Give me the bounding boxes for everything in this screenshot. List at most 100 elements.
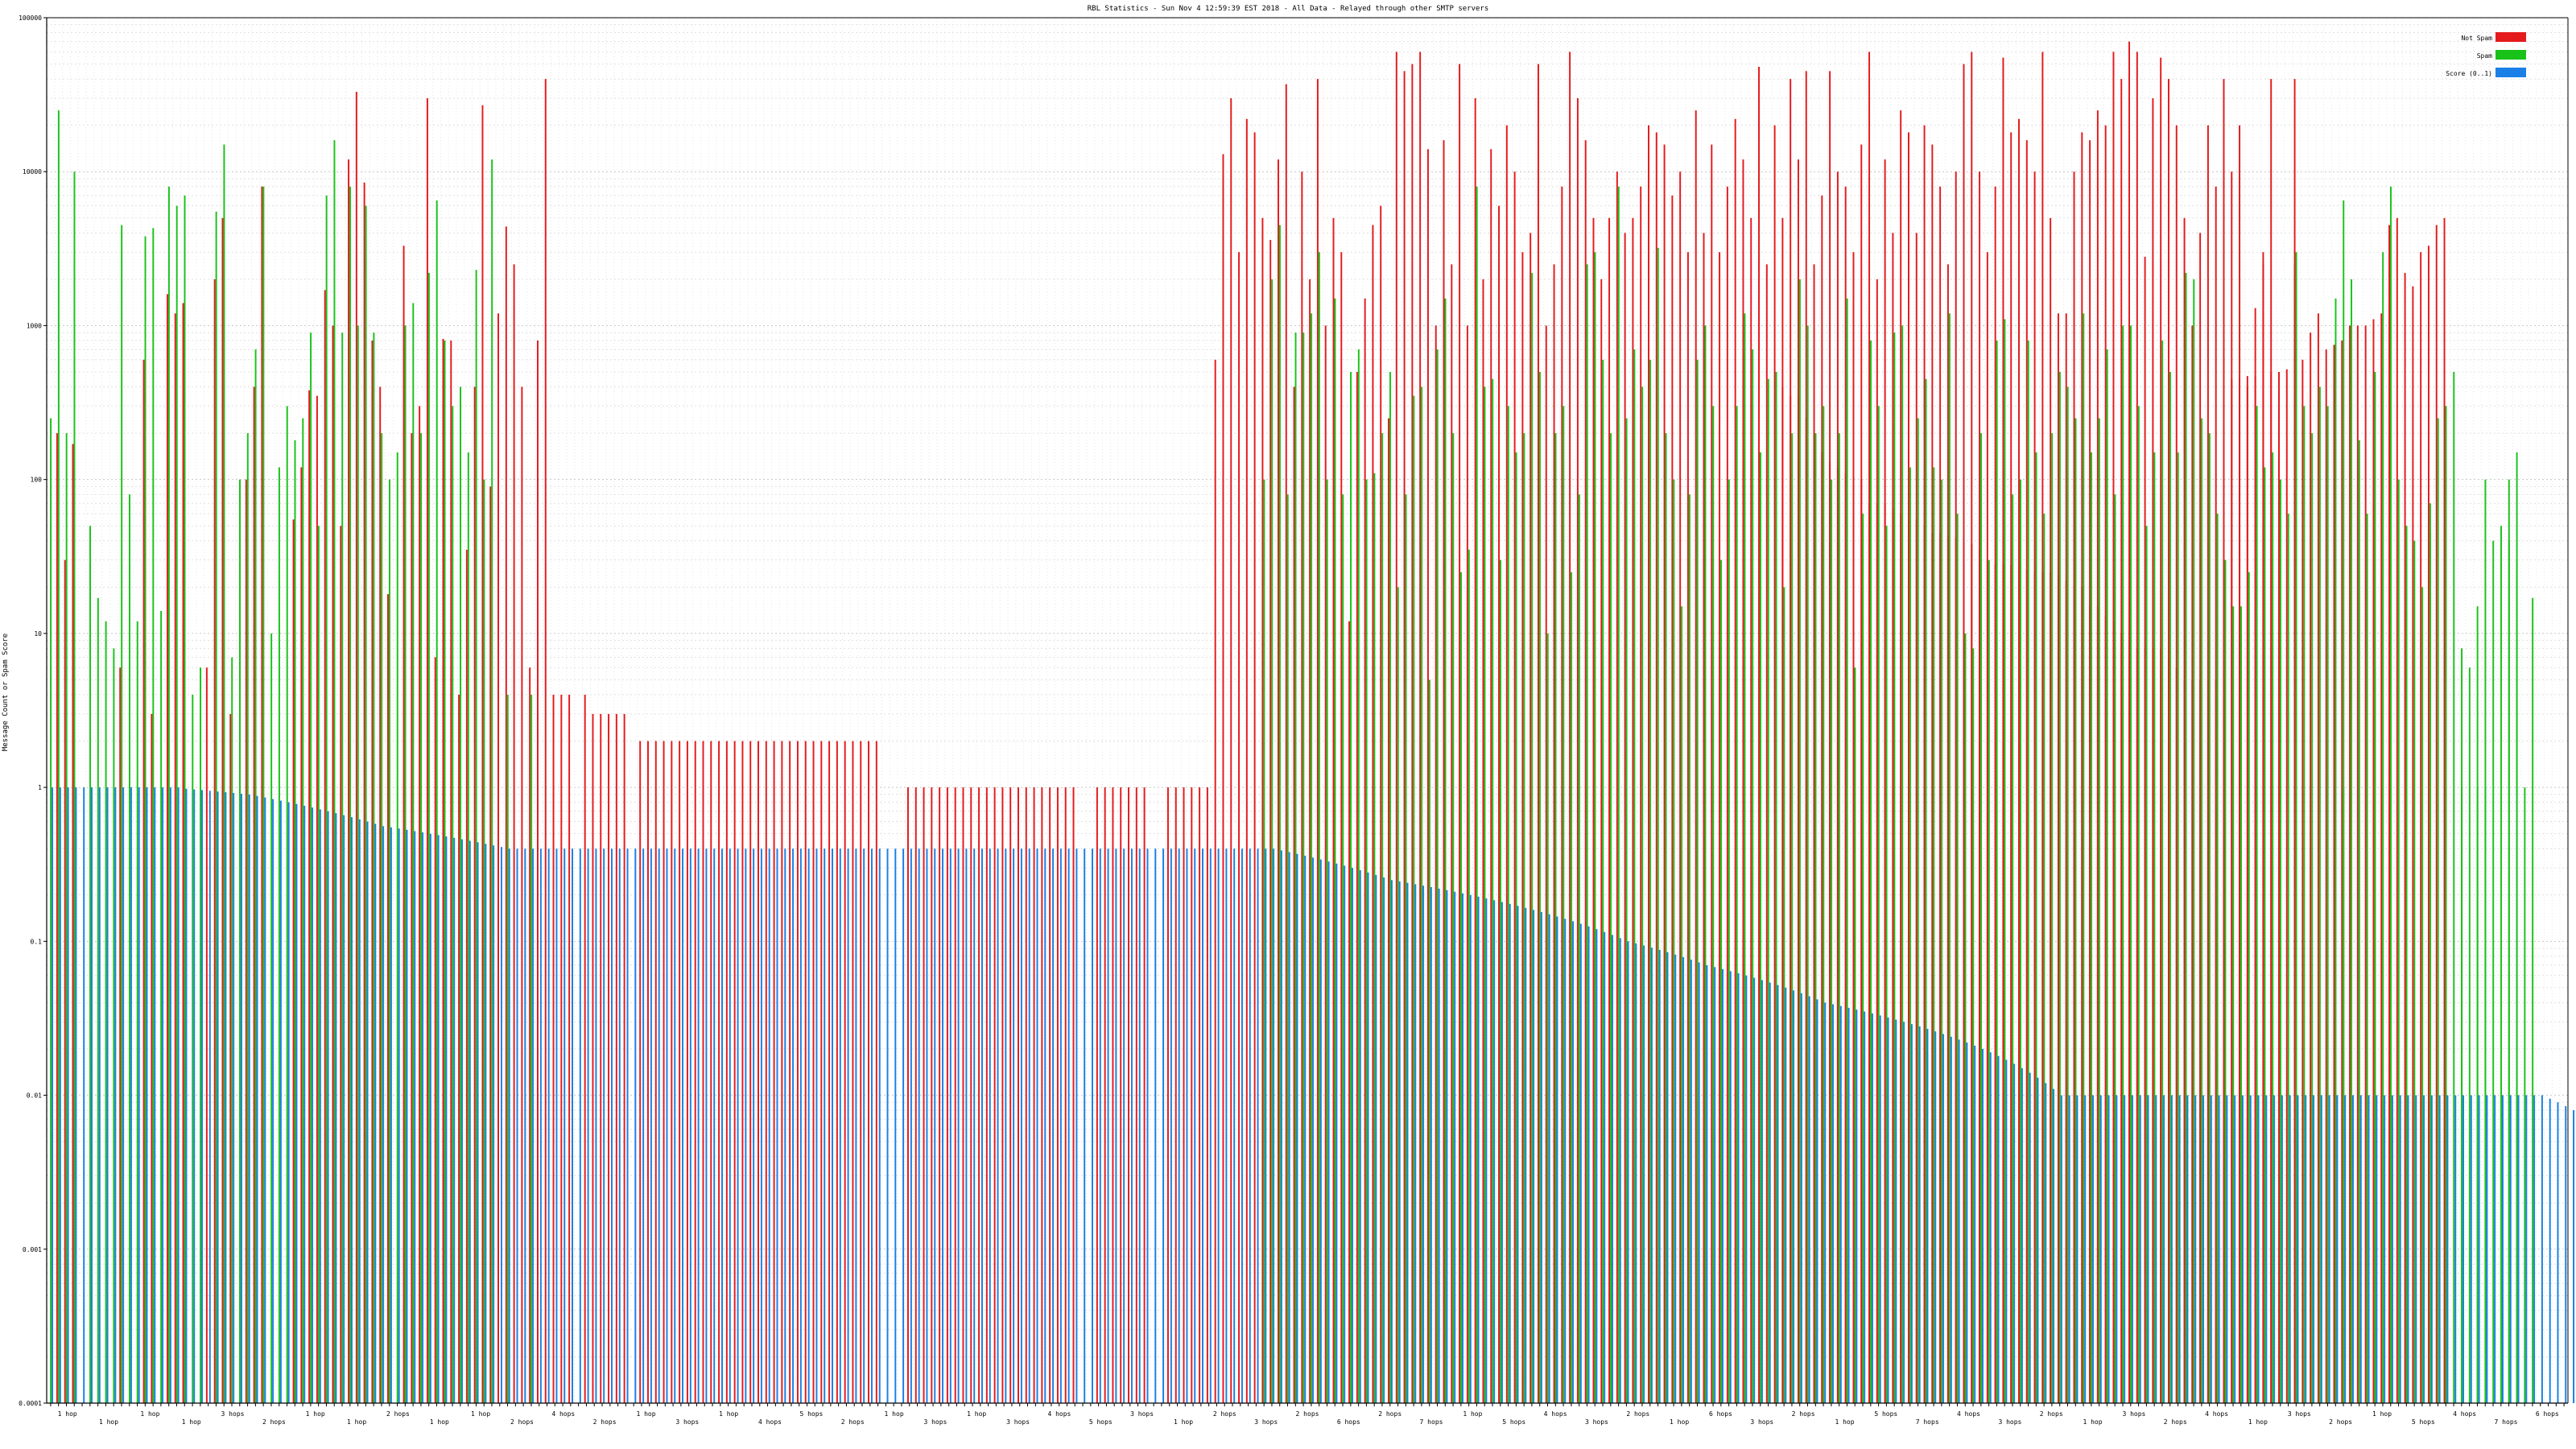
x-group-label: 3 hops — [1998, 1418, 2021, 1426]
bar-score — [2241, 1095, 2244, 1403]
bar-not-spam — [812, 741, 815, 1403]
bar-not-spam — [2310, 332, 2312, 1404]
bar-spam — [2295, 252, 2297, 1404]
bar-score — [902, 848, 905, 1403]
x-group-label: 2 hops — [262, 1418, 286, 1426]
bar-spam — [1468, 549, 1470, 1403]
bar-score — [1130, 848, 1133, 1403]
bar-score — [729, 848, 731, 1403]
bar-not-spam — [710, 741, 712, 1403]
x-group-label: 1 hop — [430, 1418, 449, 1426]
y-tick-label: 10000 — [23, 168, 42, 175]
x-group-label: 1 hop — [140, 1410, 159, 1418]
bar-not-spam — [985, 787, 988, 1403]
bar-score — [154, 787, 156, 1403]
bar-not-spam — [505, 226, 507, 1403]
y-tick-label: 100000 — [19, 14, 42, 22]
bar-spam — [1917, 418, 1919, 1403]
bar-spam — [1728, 479, 1730, 1404]
bar-not-spam — [371, 340, 374, 1404]
bar-score — [2021, 1067, 2023, 1403]
bar-score — [1257, 848, 1259, 1403]
bar-score — [2328, 1095, 2330, 1403]
bar-score — [824, 848, 826, 1403]
bar-spam — [215, 211, 217, 1403]
bar-not-spam — [718, 741, 720, 1403]
bar-not-spam — [2120, 633, 2123, 1403]
bar-not-spam — [820, 741, 823, 1403]
bar-not-spam — [1128, 787, 1129, 1403]
bar-not-spam — [1892, 508, 1894, 1404]
bar-spam — [2035, 452, 2037, 1403]
bar-score — [1611, 935, 1613, 1403]
bar-score — [2037, 1077, 2039, 1403]
bar-not-spam — [1316, 79, 1319, 1404]
bar-spam — [1563, 406, 1565, 1404]
bar-spam — [1444, 298, 1447, 1403]
bar-spam — [2012, 494, 2014, 1404]
bar-not-spam — [2057, 575, 2059, 1404]
bar-score — [572, 848, 573, 1403]
bar-score — [1013, 848, 1015, 1403]
bar-spam — [1956, 514, 1959, 1403]
bar-spam — [1397, 587, 1399, 1403]
bar-score — [2092, 1095, 2094, 1403]
bar-score — [312, 807, 314, 1403]
bar-spam — [412, 303, 415, 1403]
y-tick-label: 1000 — [27, 322, 42, 329]
bar-not-spam — [1388, 418, 1389, 1403]
bar-score — [618, 848, 621, 1403]
bar-score — [666, 848, 668, 1403]
bar-not-spam — [1545, 325, 1547, 1404]
bar-score — [807, 848, 810, 1403]
bar-not-spam — [1278, 159, 1279, 1404]
bar-not-spam — [828, 741, 831, 1403]
bar-score — [942, 848, 944, 1403]
bar-not-spam — [694, 741, 696, 1403]
bar-not-spam — [2317, 313, 2319, 1403]
bar-score — [894, 848, 897, 1403]
bar-score — [1761, 980, 1763, 1403]
bar-spam — [1413, 395, 1415, 1403]
bar-not-spam — [2246, 376, 2248, 1403]
bar-score — [1548, 914, 1550, 1403]
bar-score — [2116, 1095, 2118, 1403]
bar-score — [2005, 1059, 2008, 1403]
bar-score — [1398, 881, 1401, 1403]
y-tick-label: 0.001 — [23, 1246, 42, 1253]
bar-not-spam — [56, 433, 58, 1403]
bar-spam — [420, 433, 423, 1403]
bar-score — [2557, 1102, 2559, 1403]
bar-score — [477, 842, 479, 1403]
bar-score — [406, 829, 408, 1403]
bar-not-spam — [1805, 418, 1807, 1403]
bar-not-spam — [308, 390, 311, 1403]
bar-not-spam — [1025, 787, 1027, 1403]
x-group-label: 1 hop — [306, 1410, 325, 1418]
bar-score — [461, 839, 463, 1403]
bar-score — [59, 787, 61, 1403]
bar-not-spam — [1979, 549, 1981, 1403]
bar-spam — [270, 633, 273, 1403]
bar-score — [1579, 923, 1582, 1403]
bar-score — [1926, 1029, 1929, 1403]
bar-score — [1462, 893, 1463, 1403]
bar-score — [713, 848, 716, 1403]
bar-spam — [2351, 279, 2353, 1403]
bar-score — [1059, 848, 1062, 1403]
y-tick-label: 100 — [31, 477, 43, 484]
legend: Not Spam Spam Score (0..1) — [2446, 32, 2526, 77]
bar-score — [2155, 1095, 2157, 1403]
bar-spam — [1263, 479, 1265, 1404]
bar-spam — [2004, 319, 2006, 1403]
x-group-label: 4 hops — [2453, 1410, 2476, 1418]
bar-score — [437, 835, 440, 1403]
x-group-label: 3 hops — [1750, 1418, 1773, 1426]
bar-score — [2423, 1095, 2425, 1403]
bar-score — [1753, 977, 1756, 1403]
bar-not-spam — [434, 657, 436, 1403]
bar-score — [193, 789, 196, 1403]
bar-not-spam — [316, 395, 318, 1403]
bar-spam — [246, 433, 249, 1403]
bar-not-spam — [1474, 97, 1476, 1404]
